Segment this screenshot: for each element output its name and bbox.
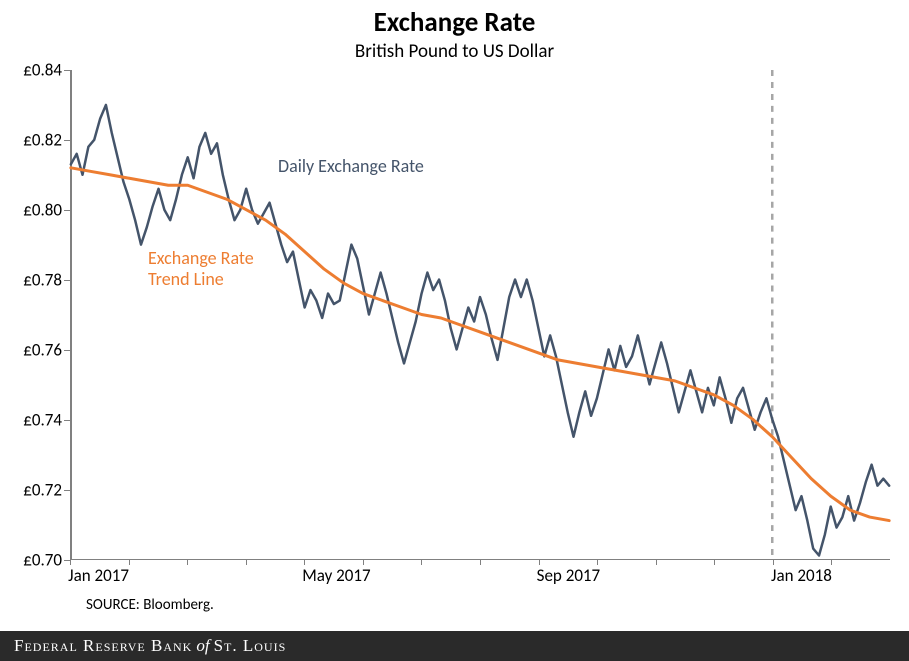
y-tick-label: £0.74 [23, 410, 70, 431]
footer-bar: Federal Reserve Bank of St. Louis [0, 631, 909, 661]
x-tick-mark [480, 559, 481, 565]
x-tick-label: May 2017 [302, 559, 370, 586]
y-tick-mark [64, 70, 70, 71]
y-tick-mark [64, 210, 70, 211]
x-tick-mark [246, 559, 247, 565]
x-tick-label: Sep 2017 [537, 559, 601, 586]
y-tick-mark [64, 280, 70, 281]
footer-suffix: St. Louis [214, 636, 287, 656]
x-tick-mark [714, 559, 715, 565]
y-tick-label: £0.76 [23, 340, 70, 361]
y-tick-label: £0.70 [23, 550, 70, 571]
y-tick-label: £0.84 [23, 60, 70, 81]
x-tick-mark [187, 559, 188, 565]
chart-subtitle: British Pound to US Dollar [0, 40, 909, 63]
y-tick-mark [64, 350, 70, 351]
x-tick-label: Jan 2018 [771, 559, 832, 586]
series-line [71, 168, 889, 521]
chart-svg [70, 70, 890, 559]
y-tick-label: £0.80 [23, 200, 70, 221]
x-tick-label: Jan 2017 [68, 559, 129, 586]
footer-of: of [196, 636, 209, 656]
y-tick-mark [64, 140, 70, 141]
chart-plot-area: £0.70£0.72£0.74£0.76£0.78£0.80£0.82£0.84… [70, 70, 890, 560]
y-tick-label: £0.82 [23, 130, 70, 151]
series-line [71, 105, 889, 556]
x-tick-mark [421, 559, 422, 565]
source-attribution: SOURCE: Bloomberg. [86, 596, 214, 614]
series-label-trend: Exchange RateTrend Line [148, 248, 254, 289]
series-label-daily: Daily Exchange Rate [278, 155, 424, 177]
y-tick-mark [64, 490, 70, 491]
y-tick-mark [64, 420, 70, 421]
y-tick-label: £0.72 [23, 480, 70, 501]
chart-title: Exchange Rate [0, 6, 909, 39]
y-tick-label: £0.78 [23, 270, 70, 291]
x-tick-mark [656, 559, 657, 565]
footer-prefix: Federal Reserve Bank [14, 636, 192, 656]
